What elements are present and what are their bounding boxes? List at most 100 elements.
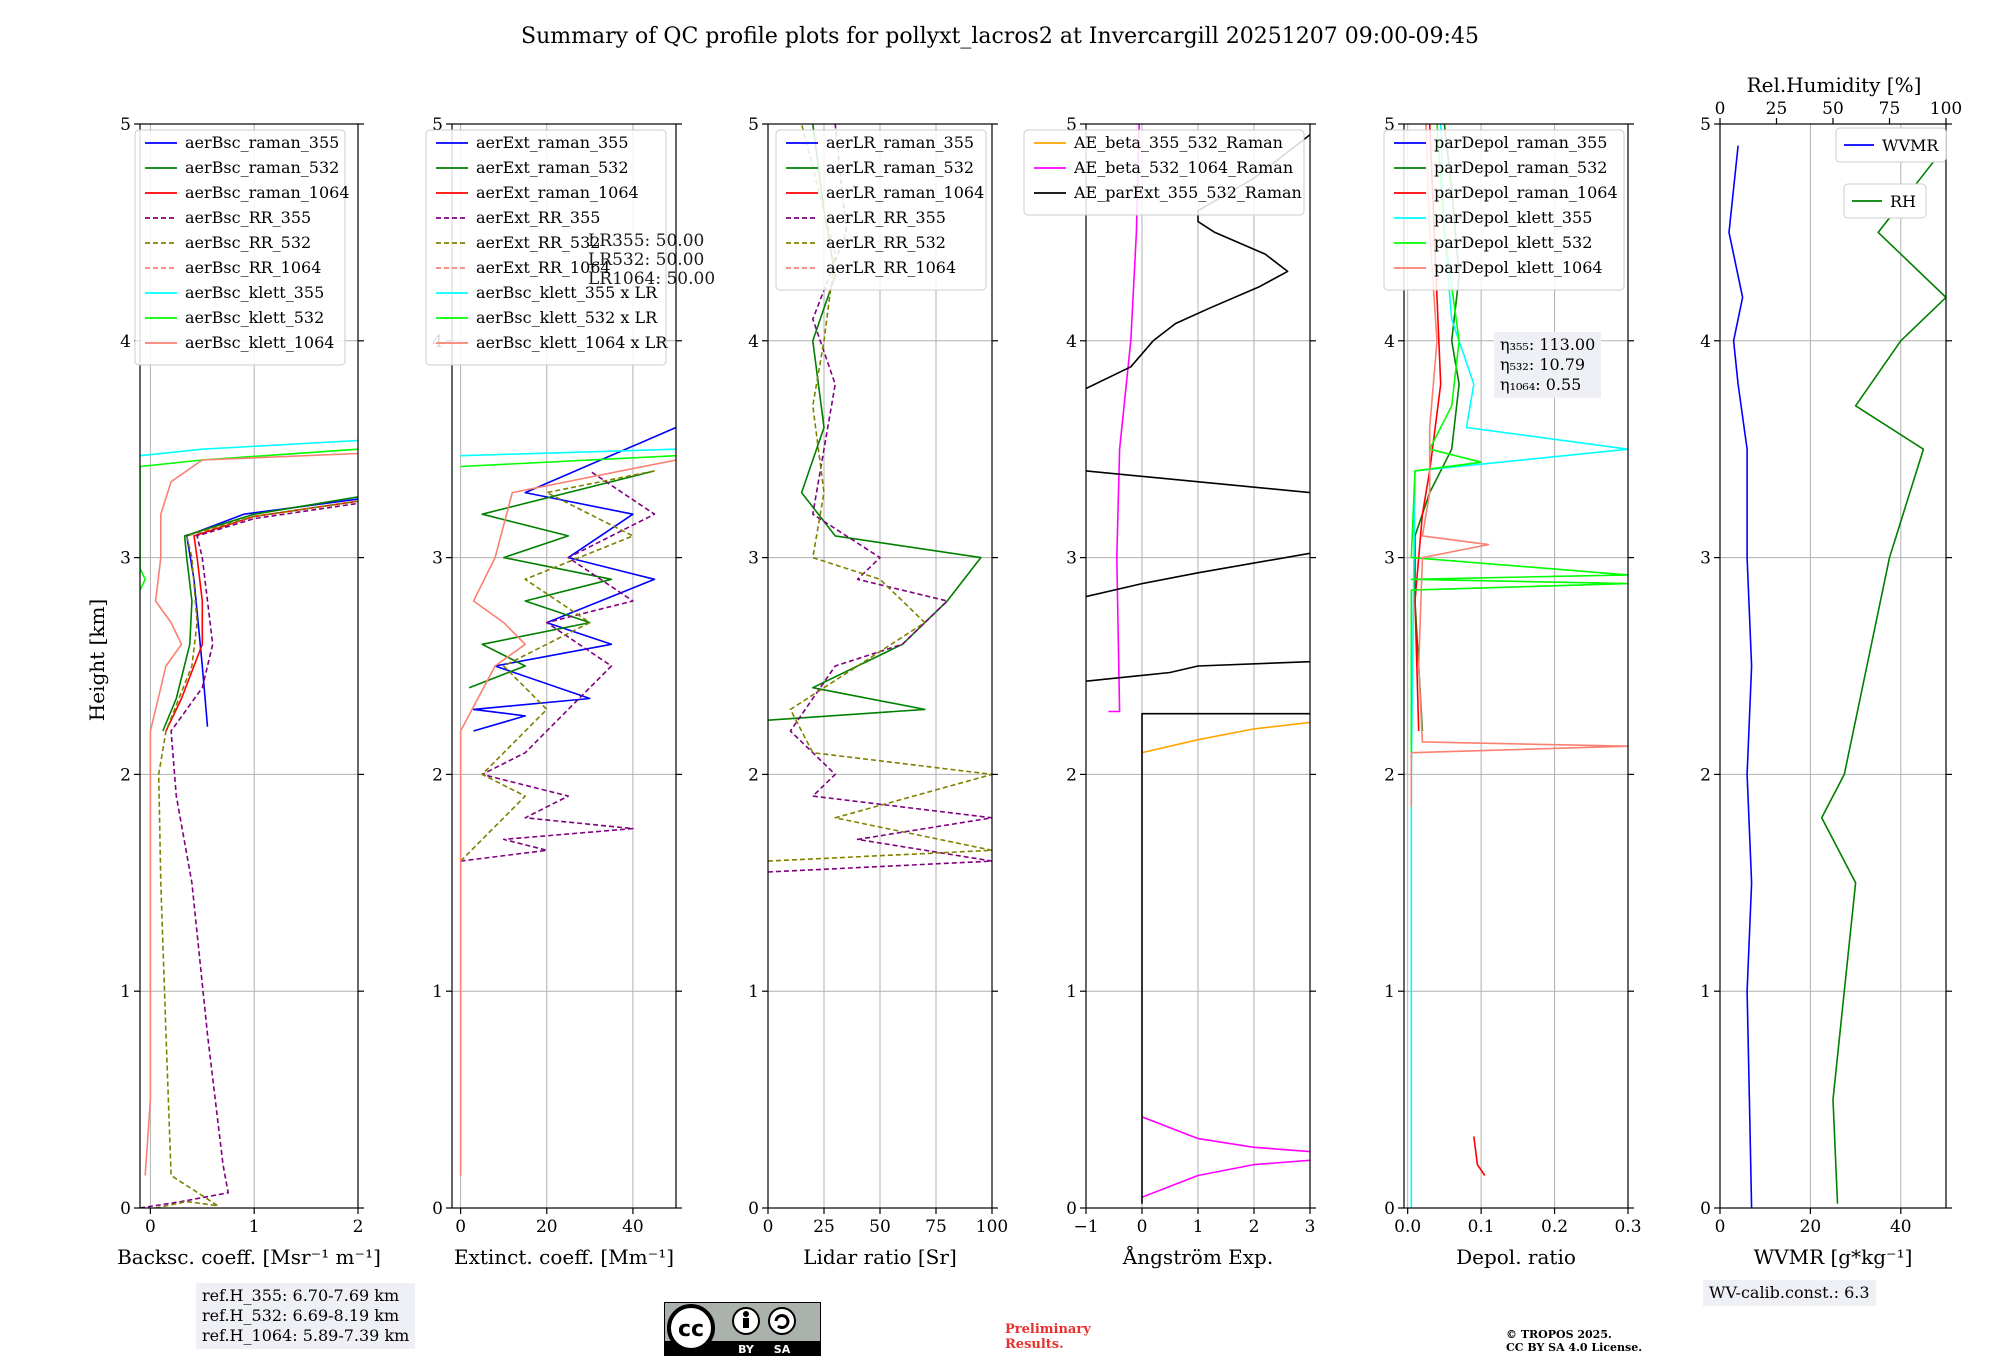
cc-license-badge: cc BY SA: [664, 1302, 821, 1356]
wv-calib-box: WV-calib.const.: 6.3: [1703, 1280, 1876, 1306]
y-tick-label: 0: [1384, 1199, 1395, 1219]
sa-circle-icon: [768, 1307, 796, 1335]
by-person-head: [743, 1311, 749, 1317]
legend-box: [1835, 127, 1947, 163]
legend-entry: aerExt_raman_355: [476, 133, 629, 152]
legend-entry: AE_parExt_355_532_Raman: [1073, 183, 1302, 202]
x-tick-label: 25: [813, 1217, 835, 1237]
series-line-AE_beta_532_1064_Raman_c: [1108, 124, 1140, 713]
legend-entry: parDepol_raman_355: [1434, 133, 1607, 152]
x-tick-label: 50: [869, 1217, 891, 1237]
reference-heights-box: ref.H_355: 6.70-7.69 km ref.H_532: 6.69-…: [196, 1283, 416, 1349]
series-line-aerBsc_klett_532 x LR: [460, 454, 676, 468]
panel-extinction: 01234502040Extinct. coeff. [Mm⁻¹]aerExt_…: [425, 115, 715, 1269]
y-tick-label: 1: [1066, 982, 1077, 1002]
panel-backscatter: 0 1 2 3 4 5 0 1 2 Backsc. coeff. [Msr⁻¹ m⁻¹] aerBs…: [117, 115, 381, 1269]
x-tick-label: 0: [145, 1217, 156, 1237]
series-line-aerBsc_raman_532: [162, 496, 358, 732]
eta-532: η₅₃₂: 10.79: [1500, 355, 1586, 374]
legend-entry: aerBsc_RR_355: [185, 208, 311, 227]
y-tick-label: 1: [120, 982, 131, 1002]
y-tick-label: 3: [1700, 549, 1711, 569]
y-tick-label: 3: [1384, 549, 1395, 569]
lidar-ratio-label: LR355: 50.00: [588, 231, 704, 251]
preliminary-line-2: Results.: [1005, 1337, 1064, 1352]
series-line-aerBsc_raman_355: [185, 498, 358, 727]
legend-entry: aerLR_RR_1064: [826, 258, 956, 277]
series-line-AE_parExt_355_532_Raman_c: [1086, 552, 1310, 598]
x-axis-label: Ångström Exp.: [1122, 1244, 1273, 1269]
y-tick-label: 4: [748, 332, 759, 352]
series-line-aerExt_raman_532: [468, 470, 655, 689]
series-group: [459, 426, 676, 1176]
x-tick-label: 0: [1715, 1217, 1726, 1237]
y-tick-label: 2: [120, 765, 131, 785]
lidar-ratio-label: LR532: 50.00: [588, 250, 704, 270]
copyright-line-1: © TROPOS 2025.: [1506, 1328, 1612, 1341]
x-tick-label: 2: [353, 1217, 364, 1237]
series-line-parDepol_klett_1064: [1410, 124, 1628, 807]
legend-entry: aerBsc_klett_355: [185, 283, 324, 302]
y-tick-label: 2: [432, 765, 443, 785]
legend-entry: aerExt_RR_1064: [476, 258, 611, 277]
x-tick-label: 1: [1193, 1217, 1204, 1237]
y-tick-label: 0: [1700, 1199, 1711, 1219]
legend-entry: aerBsc_raman_355: [185, 133, 339, 152]
legend-entry: WVMR: [1882, 136, 1939, 155]
series-group: [1728, 145, 1946, 1208]
y-tick-label: 1: [1384, 982, 1395, 1002]
sa-label: SA: [774, 1343, 791, 1356]
x-axis-label: Extinct. coeff. [Mm⁻¹]: [454, 1245, 674, 1269]
plot-frame: [451, 123, 677, 1209]
figure-title: Summary of QC profile plots for pollyxt_…: [521, 24, 1479, 49]
top-x-tick-label: 0: [1715, 99, 1726, 119]
series-line-AE_parExt_355_532_Raman_d: [1086, 470, 1310, 494]
x-tick-label: 100: [976, 1217, 1008, 1237]
y-tick-label: 5: [120, 115, 131, 135]
legend-entry: RH: [1890, 192, 1916, 211]
series-group: [140, 439, 358, 1208]
series-line-aerBsc_klett_355 x LR: [460, 448, 676, 457]
wv-calib-text: WV-calib.const.: 6.3: [1709, 1283, 1870, 1302]
legend-entry: aerBsc_klett_1064 x LR: [476, 333, 668, 352]
legend-entry: aerExt_raman_532: [476, 158, 629, 177]
legend-entry: aerBsc_raman_1064: [185, 183, 350, 202]
legend-box: [1843, 183, 1927, 219]
legend-entry: aerLR_raman_1064: [826, 183, 984, 202]
legend-entry: aerBsc_raman_532: [185, 158, 339, 177]
series-line-WVMR: [1728, 145, 1753, 1208]
series-line-RH: [1820, 145, 1946, 1204]
top-x-tick-label: 75: [1879, 99, 1901, 119]
y-tick-label: 2: [748, 765, 759, 785]
legend-entry: parDepol_raman_1064: [1434, 183, 1618, 202]
y-tick-label: 4: [1066, 332, 1077, 352]
y-tick-label: 0: [1066, 1199, 1077, 1219]
series-line-aerLR_RR_532: [768, 124, 992, 862]
y-tick-label: 4: [1384, 332, 1395, 352]
x-tick-label: 0: [455, 1217, 466, 1237]
y-tick-label: 3: [120, 549, 131, 569]
x-tick-label: 0.1: [1468, 1217, 1495, 1237]
x-tick-label: −1: [1073, 1217, 1098, 1237]
y-tick-label: 3: [1066, 549, 1077, 569]
legend-box: [1383, 129, 1625, 291]
x-tick-label: 20: [1800, 1217, 1822, 1237]
legend-entry: aerBsc_klett_1064: [185, 333, 334, 352]
x-tick-label: 0: [763, 1217, 774, 1237]
cc-circle-icon: [667, 1304, 715, 1352]
y-tick-label: 4: [120, 332, 131, 352]
legend-entry: aerBsc_RR_532: [185, 233, 311, 252]
x-tick-label: 1: [249, 1217, 260, 1237]
top-x-tick-label: 25: [1766, 99, 1788, 119]
legend-entry: aerExt_RR_532: [476, 233, 600, 252]
x-tick-label: 20: [536, 1217, 558, 1237]
series-line-AE_beta_532_1064_Raman: [1141, 1159, 1310, 1198]
y-tick-label: 5: [748, 115, 759, 135]
legend-box: [1023, 129, 1305, 216]
y-tick-label: 2: [1066, 765, 1077, 785]
lidar-ratio-label: LR1064: 50.00: [588, 269, 715, 289]
plot-frame: [1719, 123, 1947, 1209]
legend-box: [425, 129, 667, 366]
y-axis-label: Height [km]: [85, 599, 109, 721]
